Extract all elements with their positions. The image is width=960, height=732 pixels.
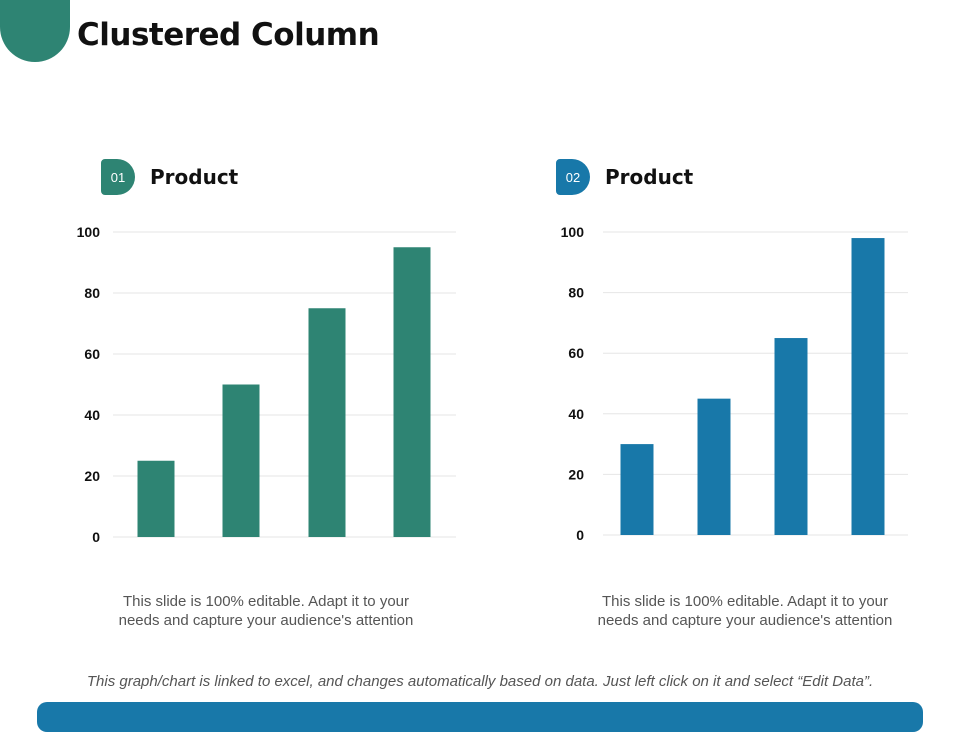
y-tick-label: 40 (84, 407, 100, 423)
panel-header-1: 01 Product (101, 159, 238, 195)
y-tick-label: 80 (84, 285, 100, 301)
corner-accent-tab (0, 0, 70, 62)
panel-number-badge: 01 (101, 159, 135, 195)
y-tick-label: 100 (77, 224, 101, 240)
bar (222, 384, 260, 537)
caption-line: needs and capture your audience's attent… (597, 612, 893, 629)
y-tick-label: 20 (84, 468, 100, 484)
y-tick-label: 0 (576, 527, 584, 543)
bottom-accent-bar (37, 702, 923, 732)
bar (308, 308, 346, 537)
bar-chart-2: 0 20 40 60 80 100 (561, 224, 908, 543)
y-tick-label: 40 (568, 406, 584, 422)
bar (851, 238, 885, 535)
y-tick-label: 60 (568, 345, 584, 361)
panel-number-badge: 02 (556, 159, 590, 195)
page-title: Clustered Column (77, 17, 380, 53)
panel-header-2: 02 Product (556, 159, 693, 195)
caption-line: needs and capture your audience's attent… (118, 612, 414, 629)
caption-line: This slide is 100% editable. Adapt it to… (123, 593, 409, 610)
y-tick-label: 0 (92, 529, 100, 545)
bar (137, 460, 175, 537)
bar-chart-1: 0 20 40 60 80 100 (77, 224, 456, 545)
bar (774, 338, 808, 535)
footnote: This graph/chart is linked to excel, and… (86, 673, 874, 690)
bar (620, 444, 654, 535)
y-tick-label: 100 (561, 224, 585, 240)
bar (393, 247, 431, 537)
y-tick-label: 20 (568, 466, 584, 482)
panel-caption-1: This slide is 100% editable. Adapt it to… (76, 592, 456, 630)
panel-title: Product (605, 165, 694, 189)
y-tick-label: 80 (568, 285, 584, 301)
y-tick-label: 60 (84, 346, 100, 362)
panel-caption-2: This slide is 100% editable. Adapt it to… (555, 592, 935, 630)
bar (697, 398, 731, 535)
caption-line: This slide is 100% editable. Adapt it to… (602, 593, 888, 610)
panel-title: Product (150, 165, 239, 189)
